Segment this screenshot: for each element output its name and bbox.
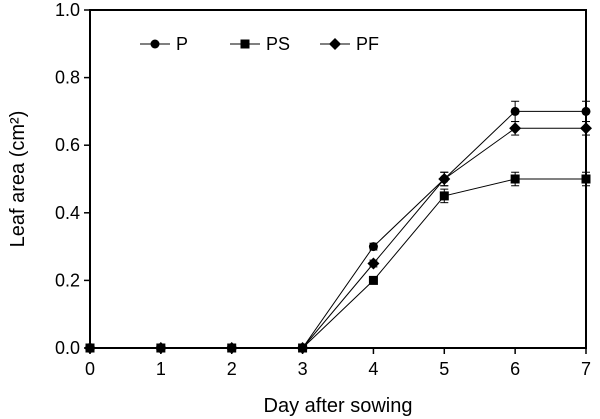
data-series [84, 100, 592, 354]
data-point [439, 191, 449, 201]
data-point [510, 174, 520, 184]
tick-labels: 0.0 0.2 0.4 0.6 0.8 1.0 0 1 2 3 4 5 6 7 [55, 0, 591, 379]
x-tick-label: 1 [156, 359, 166, 379]
data-point [368, 242, 378, 252]
y-tick-label: 0.2 [55, 270, 80, 290]
series-pf [84, 121, 592, 354]
legend-label: P [176, 34, 188, 54]
x-tick-label: 3 [298, 359, 308, 379]
x-tick-label: 0 [85, 359, 95, 379]
y-tick-label: 0.0 [55, 338, 80, 358]
y-tick-label: 0.8 [55, 68, 80, 88]
data-point [368, 275, 378, 285]
x-tick-label: 7 [581, 359, 591, 379]
legend-item-ps: PS [230, 34, 290, 54]
y-tick-label: 0.4 [55, 203, 80, 223]
x-tick-label: 2 [227, 359, 237, 379]
legend-item-p: P [140, 34, 188, 54]
legend-item-pf: PF [320, 34, 379, 54]
y-axis-title: Leaf area (cm²) [7, 111, 29, 248]
series-line [90, 127, 586, 349]
series-line [90, 110, 586, 349]
legend-marker [150, 39, 160, 49]
y-tick-label: 0.6 [55, 135, 80, 155]
x-tick-label: 6 [510, 359, 520, 379]
data-point [367, 257, 380, 270]
legend: P PS PF [140, 34, 379, 54]
x-tick-label: 4 [368, 359, 378, 379]
data-point [509, 122, 522, 135]
x-tick-label: 5 [439, 359, 449, 379]
series-line [90, 178, 586, 349]
legend-marker [240, 39, 250, 49]
x-axis-title: Day after sowing [264, 395, 413, 417]
series-ps [85, 171, 591, 353]
legend-label: PS [266, 34, 290, 54]
legend-marker [329, 38, 341, 50]
y-tick-label: 1.0 [55, 0, 80, 20]
plot-area-frame [89, 9, 587, 349]
data-point [438, 173, 451, 185]
legend-label: PF [356, 34, 379, 54]
data-point [510, 106, 520, 116]
